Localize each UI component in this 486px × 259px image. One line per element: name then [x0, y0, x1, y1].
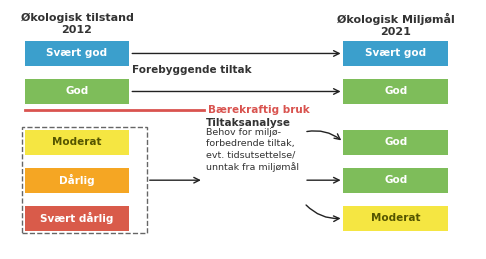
- Text: God: God: [384, 87, 407, 97]
- Text: Svært god: Svært god: [47, 48, 107, 59]
- Text: Forebyggende tiltak: Forebyggende tiltak: [132, 65, 251, 75]
- Text: Behov for miljø-
forbedrende tiltak,
evt. tidsutsettelse/
unntak fra miljømål: Behov for miljø- forbedrende tiltak, evt…: [206, 128, 299, 172]
- Text: Moderat: Moderat: [52, 137, 102, 147]
- Bar: [344, 168, 448, 193]
- Text: God: God: [384, 137, 407, 147]
- Bar: [25, 130, 129, 155]
- Text: Moderat: Moderat: [371, 213, 420, 223]
- Bar: [21, 127, 147, 233]
- Text: God: God: [384, 175, 407, 185]
- Text: Økologisk Miljømål
2021: Økologisk Miljømål 2021: [337, 13, 455, 37]
- Bar: [344, 79, 448, 104]
- Text: Svært god: Svært god: [365, 48, 426, 59]
- Text: Bærekraftig bruk: Bærekraftig bruk: [208, 105, 310, 116]
- Text: God: God: [66, 87, 88, 97]
- Text: Tiltaksanalyse: Tiltaksanalyse: [206, 118, 291, 128]
- Text: Økologisk tilstand
2012: Økologisk tilstand 2012: [20, 13, 134, 35]
- Bar: [25, 79, 129, 104]
- Bar: [25, 41, 129, 66]
- Bar: [344, 130, 448, 155]
- Text: Svært dårlig: Svært dårlig: [40, 212, 114, 224]
- Text: Dårlig: Dårlig: [59, 174, 95, 186]
- Bar: [25, 206, 129, 231]
- Bar: [344, 41, 448, 66]
- Bar: [344, 206, 448, 231]
- Bar: [25, 168, 129, 193]
